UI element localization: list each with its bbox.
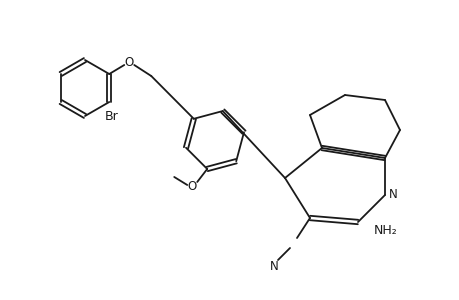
Text: O: O	[124, 56, 134, 68]
Text: O: O	[187, 181, 196, 194]
Text: Br: Br	[104, 110, 118, 122]
Text: N: N	[269, 260, 278, 272]
Text: NH₂: NH₂	[373, 224, 397, 236]
Text: N: N	[388, 188, 397, 202]
